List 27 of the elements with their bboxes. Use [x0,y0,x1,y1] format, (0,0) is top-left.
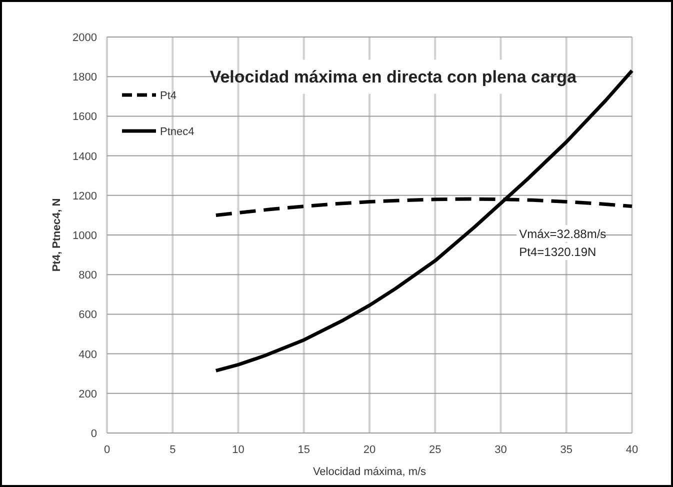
x-tick-label: 20 [363,444,376,456]
x-tick-label: 0 [104,444,110,456]
y-tick-label: 1200 [72,190,97,202]
y-tick-label: 1400 [72,150,97,163]
x-tick-label: 35 [560,444,572,456]
x-tick-label: 30 [494,444,507,456]
legend-label: Ptnec4 [160,126,194,138]
y-tick-label: 1000 [72,230,97,242]
x-axis-title: Velocidad máxima, m/s [312,466,427,478]
y-tick-label: 1600 [72,111,97,124]
y-tick-label: 1800 [72,72,97,84]
x-tick-label: 25 [429,444,442,456]
y-tick-label: 0 [90,428,97,440]
y-axis-title: Pt4, Ptnec4, N [51,198,63,272]
x-tick-label: 10 [232,444,244,456]
x-tick-label: 5 [170,444,176,456]
x-tick-label: 15 [298,444,310,456]
text: Velocidad máxima en directa con plena carga [210,68,577,87]
x-tick-label: 40 [626,444,638,456]
y-tick-label: 2000 [72,32,97,44]
y-tick-label: 800 [78,270,97,282]
annotation: Vmáx=32.88m/s [519,227,606,241]
y-tick-label: 400 [78,348,97,361]
y-tick-label: 600 [78,309,97,322]
annotation: Pt4=1320.19N [519,245,596,259]
legend-label: Pt4 [160,90,177,102]
y-tick-label: 200 [78,388,97,400]
